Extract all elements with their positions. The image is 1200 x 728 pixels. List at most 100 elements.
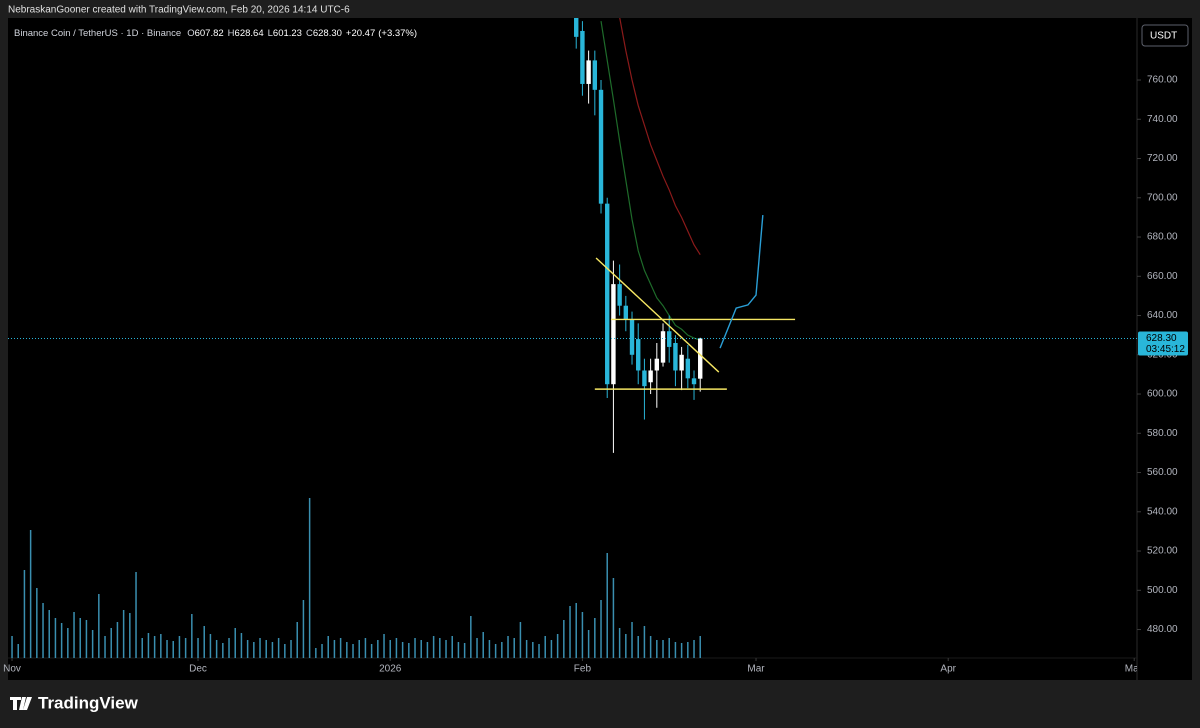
y-tick-label: 660.00 [1147, 271, 1178, 282]
volume-bar [104, 636, 106, 658]
symbol: Binance Coin / TetherUS · 1D · Binance [14, 28, 181, 39]
candle-body [629, 319, 635, 355]
volume-bar [277, 638, 280, 658]
candle-body [580, 30, 585, 84]
volume-bar [538, 644, 540, 658]
volume-bar [569, 606, 571, 658]
x-tick-label: 2026 [379, 664, 402, 675]
volume-bar [507, 636, 509, 658]
volume-bar [370, 644, 373, 658]
moving-average [600, 21, 701, 341]
candle-body [679, 354, 684, 371]
volume-bar [73, 612, 75, 658]
volume-bar [253, 642, 255, 658]
volume-bar [315, 648, 317, 658]
volume-bar [54, 618, 57, 658]
y-tick-label: 560.00 [1147, 467, 1178, 478]
volume-bar [494, 644, 497, 658]
currency-box[interactable] [1141, 24, 1189, 47]
volume-bar [513, 638, 515, 658]
legend: Binance Coin / TetherUS · 1D · Binance O6… [14, 28, 417, 39]
volume-bar [308, 498, 311, 658]
logo-icon [10, 697, 32, 710]
volume-bar [364, 638, 367, 658]
volume-bar [79, 618, 81, 658]
y-tick-label: 600.00 [1147, 389, 1178, 400]
volume-bar [246, 640, 249, 658]
drawing-line [719, 214, 764, 349]
footer-brand: TradingView [38, 693, 139, 712]
volume-bar [426, 642, 429, 658]
volume-bar [296, 622, 298, 658]
volume-bar [358, 640, 360, 658]
y-tick-label: 640.00 [1147, 310, 1178, 321]
legend-c: C [306, 28, 313, 39]
volume-bar [501, 642, 503, 658]
volume-bar [544, 636, 546, 658]
x-tick-label: Feb [574, 664, 592, 675]
y-tick-label: 580.00 [1147, 428, 1178, 439]
y-tick-label: 680.00 [1147, 232, 1178, 243]
candle-body [598, 89, 604, 204]
volume-bar [48, 610, 50, 658]
volume-bar [352, 644, 354, 658]
volume-bar [346, 642, 348, 658]
volume-bar [581, 612, 584, 658]
volume-bar [482, 632, 484, 658]
volume-bar [178, 636, 181, 658]
volume-bar [302, 600, 305, 658]
volume-bar [383, 634, 385, 658]
volume-bar [29, 530, 32, 658]
volume-bar [67, 628, 69, 658]
y-tick-label: 500.00 [1147, 585, 1178, 596]
volume-bar [656, 640, 658, 658]
volume-bar [606, 553, 608, 658]
candle-body [605, 203, 610, 385]
volume-bar [643, 626, 646, 658]
last-price-box [1138, 331, 1188, 356]
volume-bar [135, 572, 137, 658]
volume-bar [203, 626, 205, 658]
candle-body [648, 370, 653, 383]
volume-bar [445, 640, 447, 658]
volume-bar [209, 634, 212, 658]
volume-bar [618, 628, 621, 658]
volume-bar [457, 642, 460, 658]
volume-bar [23, 570, 26, 658]
volume-bar [172, 641, 174, 658]
volume-bar [612, 578, 615, 658]
volume-bar [674, 642, 677, 658]
y-tick-label: 760.00 [1147, 75, 1178, 86]
volume-bar [42, 603, 44, 658]
volume-bar [637, 636, 639, 658]
volume-bar [463, 643, 466, 658]
y-tick-label: 740.00 [1147, 114, 1178, 125]
legend-o-value: 607.82 [195, 28, 224, 39]
legend-l-value: 601.23 [273, 28, 302, 39]
y-tick-label: 540.00 [1147, 506, 1178, 517]
volume-bar [265, 640, 267, 658]
volume-bar [525, 640, 528, 658]
volume-bar [550, 640, 553, 658]
volume-bar [339, 638, 342, 658]
volume-bar [631, 622, 633, 658]
candle-body [617, 284, 622, 306]
volume-bar [222, 643, 224, 658]
volume-bar [290, 640, 292, 658]
volume-bar [476, 638, 478, 658]
header: NebraskanGooner created with TradingView… [8, 5, 350, 16]
volume-bar [191, 614, 193, 658]
volume-bar [160, 634, 162, 658]
candle-body [660, 331, 666, 363]
countdown: 03:45:12 [1146, 344, 1185, 355]
legend-l: L [268, 28, 273, 39]
volume-bar [166, 640, 168, 658]
volume-bar [333, 640, 336, 658]
volume-bar [408, 643, 410, 658]
legend-change: +20.47 [346, 28, 375, 39]
volume-bar [687, 642, 689, 658]
volume-bar [228, 638, 230, 658]
volume-bar [122, 610, 125, 658]
volume-bar [532, 642, 534, 658]
x-tick-label: May [1125, 664, 1144, 675]
